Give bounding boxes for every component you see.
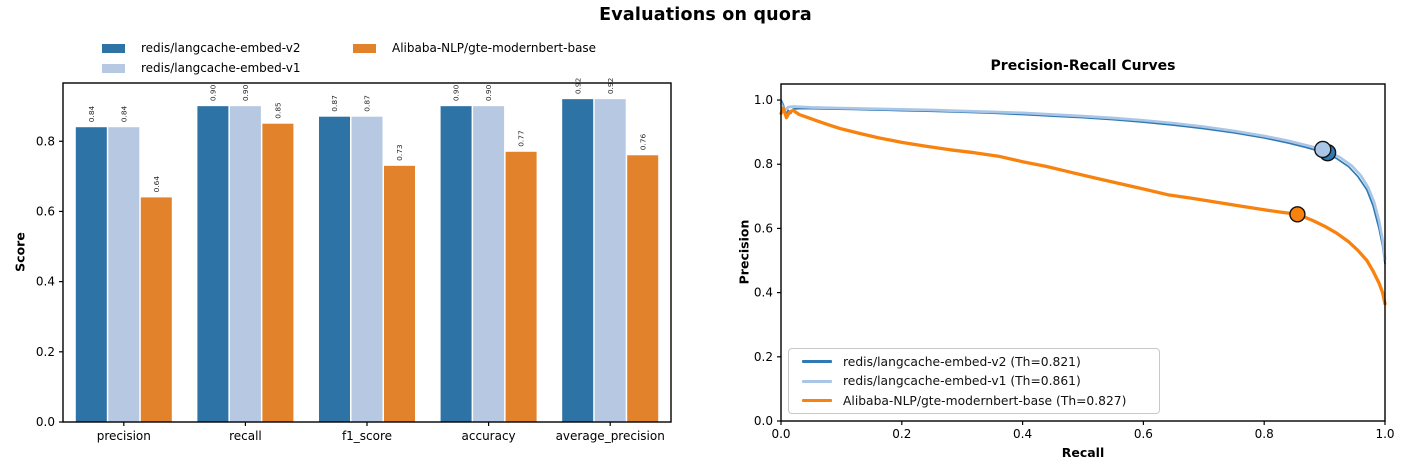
- x-tick-label: accuracy: [462, 429, 516, 443]
- x-tick-label: 0.0: [771, 427, 790, 441]
- bar: [562, 99, 594, 423]
- y-tick-label: 0.2: [754, 350, 773, 364]
- bar-value-label: 0.92: [606, 78, 615, 94]
- bar-value-label: 0.90: [452, 84, 461, 101]
- bar: [262, 123, 294, 423]
- x-tick-label: average_precision: [556, 429, 665, 443]
- bar-value-label: 0.85: [274, 102, 283, 119]
- figure-title: Evaluations on quora: [599, 5, 812, 25]
- bar: [505, 151, 537, 423]
- pr-curve: [780, 99, 1386, 265]
- axes-frame: [780, 83, 1386, 422]
- x-tick-label: 0.6: [1134, 427, 1153, 441]
- pr-chart-plot: 0.0 0.2 0.4 0.6 0.8 1.0 0.0 0.2 0.4 0.6 0.8 1.0: [754, 83, 1395, 441]
- x-tick-label: precision: [97, 429, 151, 443]
- bar-value-label: 0.92: [573, 78, 582, 94]
- bar-value-label: 0.84: [87, 105, 96, 122]
- x-tick-label: recall: [229, 429, 262, 443]
- bar-value-label: 0.87: [330, 95, 339, 112]
- bar: [351, 116, 383, 422]
- pr-legend-item-alibaba: Alibaba-NLP/gte-modernbert-base (Th=0.82…: [789, 392, 1159, 410]
- bar: [75, 127, 107, 422]
- bar-legend-label-v1: redis/langcache-embed-v1: [141, 61, 301, 75]
- x-tick-label: f1_score: [342, 429, 392, 443]
- bar: [594, 99, 626, 423]
- bar: [384, 165, 415, 422]
- x-tick-label: 1.0: [1375, 427, 1394, 441]
- bar: [108, 127, 140, 422]
- bar: [197, 106, 229, 422]
- pr-legend-line-v1: [802, 379, 832, 383]
- bar-value-label: 0.73: [395, 144, 404, 161]
- bar-value-label: 0.90: [241, 84, 250, 101]
- bar: [319, 116, 350, 422]
- pr-legend-label-alibaba: Alibaba-NLP/gte-modernbert-base (Th=0.82…: [843, 393, 1127, 408]
- pr-legend-line-alibaba: [802, 399, 832, 402]
- bar: [229, 106, 261, 422]
- y-tick-label: 0.8: [36, 134, 55, 148]
- pr-x-axis-label: Recall: [1061, 445, 1105, 460]
- pr-legend-item-v2: redis/langcache-embed-v2 (Th=0.821): [789, 353, 1159, 371]
- bar-legend-item-v1: redis/langcache-embed-v1: [102, 61, 301, 75]
- y-tick-label: 0.6: [36, 204, 55, 218]
- bar-chart-plot: 0.0 0.2 0.4 0.6 0.8 precision recall f1_score ac…: [36, 78, 672, 443]
- bar-value-label: 0.77: [517, 130, 526, 147]
- pr-curve: [779, 101, 1387, 261]
- bar-legend-label-v2: redis/langcache-embed-v2: [141, 41, 301, 55]
- y-tick-label: 0.0: [36, 415, 55, 429]
- y-tick-label: 1.0: [754, 93, 773, 107]
- pr-legend-item-v1: redis/langcache-embed-v1 (Th=0.861): [789, 372, 1159, 390]
- bar: [473, 106, 505, 422]
- pr-legend-label-v1: redis/langcache-embed-v1 (Th=0.861): [843, 374, 1081, 388]
- bar-legend-label-alibaba: Alibaba-NLP/gte-modernbert-base: [392, 41, 597, 55]
- y-tick-label: 0.0: [754, 414, 773, 428]
- bar-value-label: 0.87: [363, 95, 372, 112]
- x-tick-label: 0.8: [1255, 427, 1274, 441]
- y-tick-label: 0.2: [36, 345, 55, 359]
- legend-swatch-alibaba: [353, 43, 376, 53]
- legend-swatch-v1: [102, 63, 125, 73]
- legend-swatch-v2: [102, 43, 125, 53]
- threshold-marker: [1289, 206, 1306, 223]
- x-tick-label: 0.4: [1013, 427, 1032, 441]
- x-tick-label: 0.2: [892, 427, 911, 441]
- bar-value-label: 0.76: [638, 134, 647, 151]
- bar-value-label: 0.84: [119, 105, 128, 122]
- threshold-marker: [1314, 140, 1332, 159]
- bar-value-label: 0.90: [484, 84, 493, 101]
- pr-legend-label-v2: redis/langcache-embed-v2 (Th=0.821): [843, 354, 1081, 369]
- pr-legend-box: redis/langcache-embed-v2 (Th=0.821) redi…: [788, 348, 1160, 414]
- bar: [627, 155, 659, 422]
- y-tick-label: 0.8: [754, 157, 773, 171]
- bar: [440, 106, 472, 422]
- bar-legend-item-alibaba: Alibaba-NLP/gte-modernbert-base: [353, 41, 596, 55]
- pr-chart-title: Precision-Recall Curves: [990, 58, 1176, 74]
- y-tick-label: 0.6: [754, 221, 773, 235]
- axes-frame: [62, 82, 672, 423]
- pr-legend-line-v2: [802, 360, 832, 363]
- y-tick-label: 0.4: [36, 275, 55, 289]
- bar: [140, 197, 172, 422]
- bar-value-label: 0.64: [152, 176, 161, 193]
- bar-value-label: 0.90: [209, 84, 218, 101]
- pr-curve: [779, 106, 1387, 306]
- y-tick-label: 0.4: [754, 286, 773, 300]
- bar-legend-item-v2: redis/langcache-embed-v2: [102, 41, 301, 55]
